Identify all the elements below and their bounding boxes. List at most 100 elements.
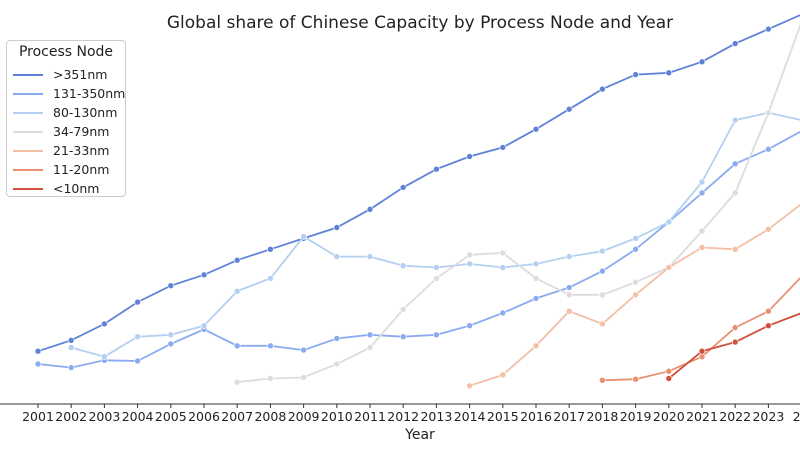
legend-label: 34-79nm — [53, 124, 110, 139]
data-point-80-130nm — [532, 260, 540, 268]
data-point-34-79nm — [267, 375, 274, 382]
data-point-80-130nm — [200, 322, 208, 330]
x-tick-label: 2023 — [752, 409, 784, 424]
data-point-21-33nm — [466, 382, 473, 390]
data-point-131-350nm — [466, 322, 473, 330]
data-point-131-350nm — [134, 357, 141, 365]
data-point-21-33nm — [599, 320, 606, 328]
x-tick-label: 2018 — [586, 409, 618, 424]
data-point-131-350nm — [366, 331, 374, 339]
data-point-351nm — [134, 298, 141, 306]
legend-swatch — [13, 188, 43, 190]
legend-item: 131-350nm — [13, 85, 125, 103]
legend-item: <10nm — [13, 180, 125, 198]
x-tick-label: 2017 — [553, 409, 585, 424]
data-point-80-130nm — [698, 178, 706, 186]
x-tick-label: 2020 — [653, 409, 685, 424]
data-point-80-130nm — [134, 333, 141, 341]
data-point-11-20nm — [765, 307, 772, 315]
data-point-351nm — [499, 144, 507, 151]
data-point-131-350nm — [731, 160, 739, 168]
x-tick-label: 2019 — [620, 409, 652, 424]
x-tick-label: 2004 — [122, 409, 154, 424]
legend-label: <10nm — [53, 181, 100, 196]
x-tick-label: 20 — [793, 409, 800, 424]
x-tick-label: 2008 — [254, 409, 286, 424]
series-markers — [34, 25, 772, 390]
data-point-34-79nm — [466, 251, 473, 259]
data-point-131-350nm — [765, 145, 772, 153]
x-tick-label: 2015 — [487, 409, 519, 424]
data-point-21-33nm — [565, 307, 573, 315]
data-point-34-79nm — [532, 275, 540, 282]
legend-item: 21-33nm — [13, 142, 125, 160]
data-point-351nm — [599, 85, 606, 93]
x-tick-label: 2021 — [686, 409, 718, 424]
data-point-34-79nm — [333, 360, 341, 368]
data-point-131-350nm — [433, 331, 440, 339]
legend-swatch — [13, 93, 43, 95]
data-point-34-79nm — [731, 189, 739, 197]
data-point-80-130nm — [101, 353, 108, 361]
data-point-351nm — [765, 25, 772, 33]
data-point-351nm — [200, 271, 208, 279]
legend-swatch — [13, 74, 43, 76]
data-point-351nm — [333, 224, 341, 231]
data-point-21-33nm — [698, 244, 706, 251]
data-point-351nm — [565, 105, 573, 113]
x-tick-label: 2010 — [321, 409, 353, 424]
data-point-131-350nm — [698, 189, 706, 197]
data-point-10nm — [698, 347, 706, 355]
data-point-34-79nm — [632, 278, 639, 286]
data-point-351nm — [233, 256, 241, 264]
x-tick-label: 2011 — [354, 409, 386, 424]
data-point-34-79nm — [499, 249, 507, 257]
data-point-131-350nm — [399, 333, 407, 341]
data-point-21-33nm — [665, 264, 673, 271]
data-point-21-33nm — [532, 342, 540, 350]
x-tick-label: 2005 — [155, 409, 187, 424]
data-point-351nm — [167, 282, 175, 290]
legend-item: 11-20nm — [13, 161, 125, 179]
legend-item: 80-130nm — [13, 104, 125, 122]
data-point-34-79nm — [433, 275, 440, 282]
data-point-351nm — [267, 246, 274, 253]
series-line-131-350nm — [37, 130, 800, 369]
legend-label: 21-33nm — [53, 143, 110, 158]
data-point-131-350nm — [565, 284, 573, 291]
x-tick-label: 2001 — [22, 409, 54, 424]
x-ticks: 2001 2002 2003 2004 2005 2006 2007 2008 2009 2010… — [22, 404, 800, 424]
data-point-351nm — [665, 69, 673, 77]
x-tick-label: 2022 — [719, 409, 751, 424]
data-point-34-79nm — [698, 227, 706, 235]
data-point-21-33nm — [731, 246, 739, 253]
data-point-351nm — [731, 40, 739, 47]
data-point-351nm — [67, 336, 75, 344]
data-point-11-20nm — [599, 376, 606, 384]
data-point-131-350nm — [532, 295, 540, 302]
legend-swatch — [13, 169, 43, 171]
data-point-351nm — [34, 347, 42, 355]
legend-item: 34-79nm — [13, 123, 125, 141]
legend-swatch — [13, 112, 43, 114]
x-axis-label: Year — [404, 427, 435, 443]
data-point-131-350nm — [67, 364, 75, 371]
data-point-10nm — [731, 338, 739, 346]
data-point-80-130nm — [499, 264, 507, 271]
data-point-351nm — [366, 206, 374, 213]
data-point-351nm — [532, 125, 540, 133]
data-point-10nm — [765, 322, 772, 330]
data-point-11-20nm — [665, 367, 673, 375]
data-point-11-20nm — [698, 353, 706, 361]
x-tick-label: 2013 — [420, 409, 452, 424]
data-point-34-79nm — [366, 344, 374, 351]
data-point-80-130nm — [466, 260, 473, 268]
data-point-80-130nm — [399, 262, 407, 270]
data-point-10nm — [665, 375, 673, 382]
data-point-80-130nm — [366, 253, 374, 260]
legend-swatch — [13, 150, 43, 152]
data-point-351nm — [101, 320, 108, 328]
data-point-131-350nm — [632, 246, 639, 253]
data-point-34-79nm — [233, 378, 241, 386]
